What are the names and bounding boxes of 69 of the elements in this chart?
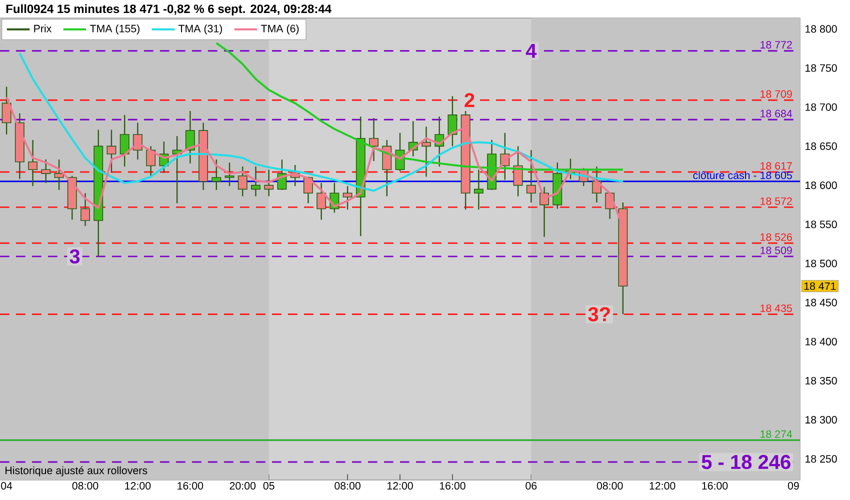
candlestick xyxy=(526,150,536,204)
y-tick-label: 18 700 xyxy=(806,103,837,111)
x-tick-label: 08:00 xyxy=(334,482,360,490)
ref-line-label: 18 435 xyxy=(760,304,792,312)
candlestick xyxy=(238,166,248,197)
candlestick xyxy=(106,129,116,174)
ref-line-label: 18 526 xyxy=(760,233,792,241)
annotation: 2 xyxy=(464,93,474,108)
y-tick-label: 18 750 xyxy=(806,64,837,72)
legend-label: Prix xyxy=(34,24,52,32)
annotation: 4 xyxy=(526,44,537,58)
x-tick-label: 16:00 xyxy=(440,482,466,490)
x-tick-label: 05 xyxy=(263,482,274,490)
x-tick-label: 08:00 xyxy=(72,482,98,490)
candlestick xyxy=(41,158,51,184)
candlestick xyxy=(2,86,12,136)
candlestick xyxy=(264,169,274,197)
candlestick xyxy=(146,146,156,178)
ref-line-label: 18 617 xyxy=(760,162,792,170)
y-tick-label: 18 600 xyxy=(806,182,837,190)
ref-line-label: 18 274 xyxy=(760,430,792,438)
ref-line-label: 18 684 xyxy=(760,110,792,118)
candlestick xyxy=(316,182,326,220)
y-tick-label: 18 250 xyxy=(806,455,837,463)
y-tick-label: 18 450 xyxy=(806,298,837,306)
y-tick-label: 18 800 xyxy=(806,25,837,33)
y-tick-label: 18 650 xyxy=(806,142,837,150)
candlestick xyxy=(224,162,234,187)
annotation: 5 - 18 246 xyxy=(702,454,790,470)
candlestick xyxy=(342,185,352,210)
y-tick-label: 18 500 xyxy=(806,260,837,268)
chart-title: Full0924 15 minutes 18 471 -0,82 % 6 sept. 2024, 09:28:44 xyxy=(6,4,332,16)
candlestick xyxy=(80,192,90,227)
x-tick-label: 12:00 xyxy=(125,482,151,490)
annotation: 3? xyxy=(588,307,610,322)
x-tick-label: 06 xyxy=(526,482,537,490)
ref-line-label: 18 709 xyxy=(760,90,792,98)
x-tick-label: 09 xyxy=(788,482,799,490)
ref-line-label: 18 572 xyxy=(760,197,792,205)
y-tick-label: 18 350 xyxy=(806,376,837,384)
candlestick xyxy=(369,117,378,162)
y-tick-label: 18 550 xyxy=(806,220,837,228)
x-tick-label: 16:00 xyxy=(702,482,728,490)
candlestick xyxy=(212,158,222,191)
text: 18 471 xyxy=(804,282,836,290)
ref-line-label: clôture cash - 18 605 xyxy=(693,171,792,180)
annotation: 3 xyxy=(70,249,80,264)
annotation: Historique ajusté aux rollovers xyxy=(6,466,148,476)
ref-line-label: 18 509 xyxy=(760,246,792,254)
legend-label: TMA (6) xyxy=(261,24,299,34)
ref-line-label: 18 772 xyxy=(760,41,792,49)
candlestick xyxy=(448,96,458,147)
x-tick-label: 12:00 xyxy=(387,482,413,490)
candlestick xyxy=(54,158,64,191)
x-tick-label: 04 xyxy=(1,482,12,490)
x-tick-label: 08:00 xyxy=(596,482,623,490)
candlestick xyxy=(28,139,38,187)
candlestick xyxy=(120,114,130,168)
candlestick xyxy=(422,126,431,178)
candlestick xyxy=(185,110,195,164)
candlestick xyxy=(474,169,484,210)
y-tick-label: 18 400 xyxy=(806,338,837,346)
x-tick-label: 20:00 xyxy=(230,482,256,490)
x-tick-label: 12:00 xyxy=(650,482,676,490)
y-tick-label: 18 300 xyxy=(806,416,837,424)
legend-label: TMA (155) xyxy=(90,24,140,34)
legend-label: TMA (31) xyxy=(178,24,222,34)
candlestick xyxy=(251,166,260,197)
x-tick-label: 16:00 xyxy=(178,482,204,490)
